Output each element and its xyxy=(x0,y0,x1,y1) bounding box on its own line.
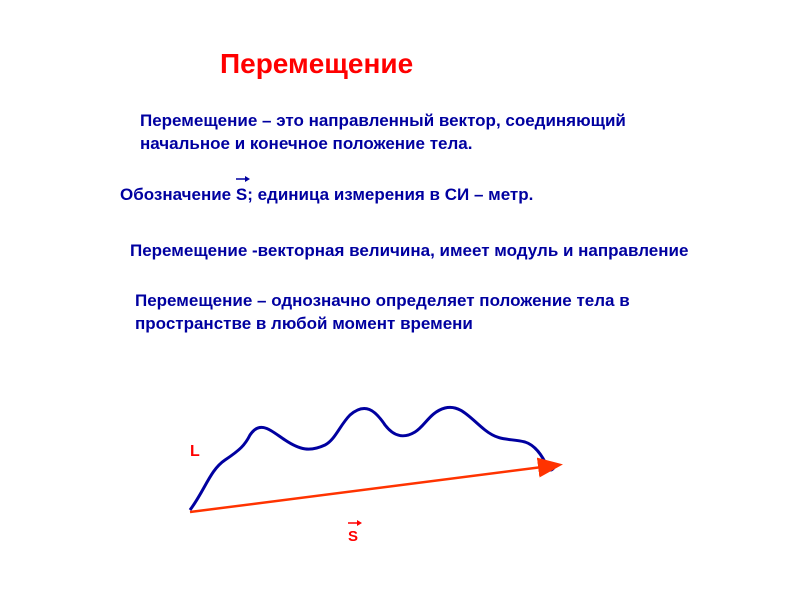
vector-arrow-icon xyxy=(236,175,250,183)
vector-quantity-text: Перемещение -векторная величина, имеет м… xyxy=(130,240,770,263)
trajectory-path xyxy=(190,407,556,510)
displacement-diagram xyxy=(150,390,610,570)
notation-prefix: Обозначение xyxy=(120,185,236,204)
vector-arrow-icon xyxy=(348,519,362,527)
diagram-svg xyxy=(150,390,610,570)
uniqueness-text: Перемещение – однозначно определяет поло… xyxy=(135,290,695,336)
displacement-vector xyxy=(190,465,558,512)
notation-line: Обозначение S; единица измерения в СИ – … xyxy=(120,185,533,205)
definition-text: Перемещение – это направленный вектор, с… xyxy=(140,110,680,156)
notation-symbol: S xyxy=(236,185,247,205)
vector-label-S: S xyxy=(348,528,358,545)
page-title: Перемещение xyxy=(220,48,413,80)
path-label-L: L xyxy=(190,443,200,461)
notation-suffix: ; единица измерения в СИ – метр. xyxy=(247,185,533,204)
